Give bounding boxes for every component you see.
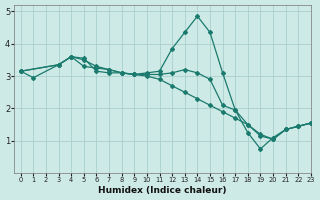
X-axis label: Humidex (Indice chaleur): Humidex (Indice chaleur) [99,186,227,195]
